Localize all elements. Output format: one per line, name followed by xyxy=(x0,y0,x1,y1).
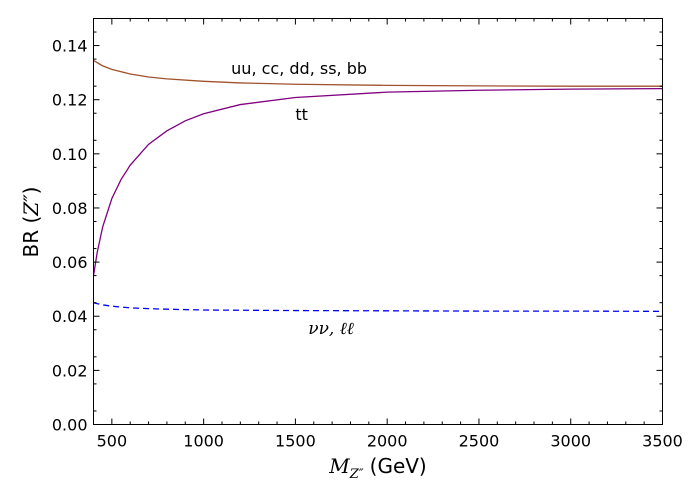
x-tick-label: 1500 xyxy=(275,432,316,451)
x-tick-label: 3500 xyxy=(642,432,683,451)
plot-frame xyxy=(93,18,663,425)
series-annotation-2: νν, ℓℓ xyxy=(308,319,354,339)
x-tick-label: 1000 xyxy=(183,432,224,451)
x-tick-label: 2500 xyxy=(459,432,500,451)
y-axis-label-math: Z″ xyxy=(19,194,43,217)
y-axis-label-prefix: BR ( xyxy=(19,216,43,258)
y-tick-label: 0.04 xyxy=(52,307,88,326)
y-tick-label: 0.00 xyxy=(52,416,88,435)
x-axis-label-subscript: Z″ xyxy=(349,467,364,482)
y-tick-label: 0.12 xyxy=(52,91,88,110)
x-axis-label-math: M xyxy=(328,454,350,478)
series-layer xyxy=(92,59,663,313)
y-tick-label: 0.06 xyxy=(52,253,88,272)
y-tick-label: 0.08 xyxy=(52,199,88,218)
ticks-layer: 500 1000 1500 2000 2500 3000 3500 0.00 0.02 0.04 0… xyxy=(52,18,683,451)
x-axis-label: MZ″ (GeV) xyxy=(328,454,426,482)
y-tick-label: 0.14 xyxy=(52,37,88,56)
x-axis-label-unit: (GeV) xyxy=(370,454,427,478)
y-tick-label: 0.02 xyxy=(52,361,88,380)
x-tick-label: 3000 xyxy=(550,432,591,451)
annotation-layer: uu, cc, dd, ss, bb tt νν, ℓℓ xyxy=(231,59,367,339)
y-axis-label: BR (Z″) xyxy=(19,187,43,258)
x-tick-label: 500 xyxy=(97,432,128,451)
series-annotation-0: uu, cc, dd, ss, bb xyxy=(231,59,367,78)
series-line-1 xyxy=(92,87,663,276)
y-axis-label-suffix: ) xyxy=(19,187,43,195)
x-tick-label: 2000 xyxy=(367,432,408,451)
series-line-2 xyxy=(93,302,663,313)
series-line-0 xyxy=(93,59,663,87)
y-tick-label: 0.10 xyxy=(52,145,88,164)
series-annotation-1: tt xyxy=(295,105,308,124)
